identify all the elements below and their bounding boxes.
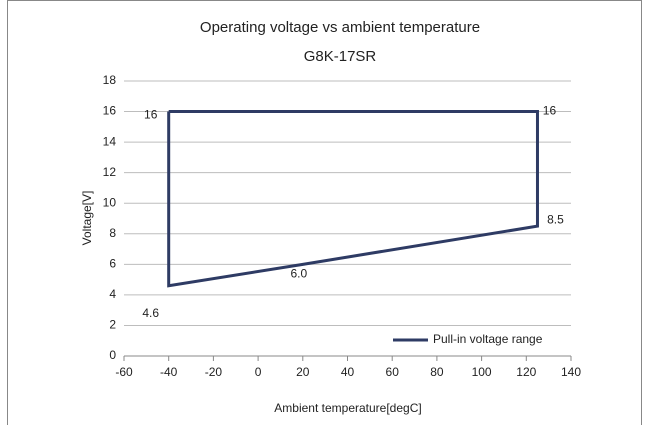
- data-label: 16: [144, 108, 158, 122]
- y-tick-label: 8: [109, 226, 116, 240]
- x-tick-label: 0: [255, 365, 262, 379]
- x-tick-label: 60: [386, 365, 400, 379]
- x-tick-label: 80: [430, 365, 444, 379]
- x-tick-label: 20: [296, 365, 310, 379]
- y-axis-label: Voltage[V]: [80, 191, 94, 246]
- y-tick-label: 0: [109, 348, 116, 362]
- x-tick-label: -40: [160, 365, 178, 379]
- y-tick-label: 10: [103, 195, 117, 209]
- series-line: [167, 110, 539, 288]
- data-label: 8.5: [547, 212, 564, 226]
- x-tick-label: -60: [115, 365, 133, 379]
- y-tick-label: 16: [103, 104, 117, 118]
- y-tick-label: 4: [109, 287, 116, 301]
- y-tick-label: 12: [103, 165, 117, 179]
- x-tick-label: -20: [205, 365, 223, 379]
- y-tick-label: 6: [109, 257, 116, 271]
- legend-label: Pull-in voltage range: [433, 332, 543, 346]
- data-label: 16: [543, 104, 557, 118]
- x-tick-label: 140: [561, 365, 581, 379]
- data-label: 4.6: [142, 306, 159, 320]
- y-tick-label: 18: [103, 73, 117, 87]
- x-axis-label: Ambient temperature[degC]: [274, 401, 421, 415]
- y-tick-label: 14: [103, 134, 117, 148]
- chart-title: Operating voltage vs ambient temperature: [200, 19, 480, 36]
- y-tick-label: 2: [109, 318, 116, 332]
- chart-subtitle: G8K-17SR: [304, 48, 377, 65]
- x-tick-label: 40: [341, 365, 355, 379]
- x-tick-label: 100: [472, 365, 492, 379]
- chart-frame: [7, 0, 642, 425]
- data-label: 6.0: [290, 267, 307, 281]
- x-tick-label: 120: [516, 365, 536, 379]
